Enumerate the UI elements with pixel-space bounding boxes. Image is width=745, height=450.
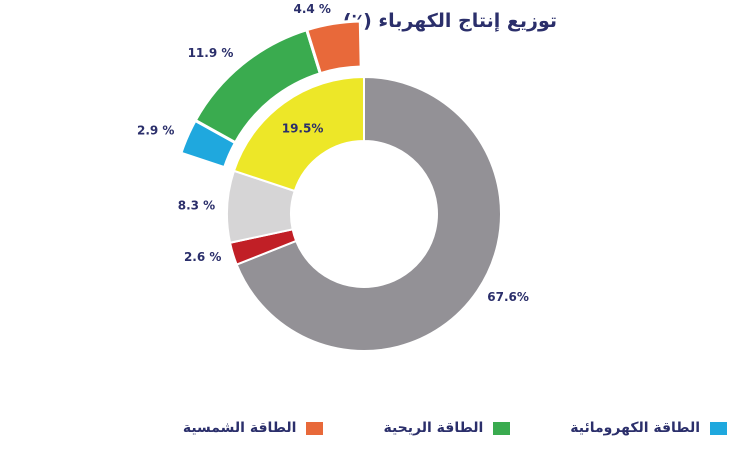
legend-item-wind: الطاقة الريحية	[383, 420, 511, 436]
legend-label-solar: الطاقة الشمسية	[182, 420, 297, 436]
data-label-2-6-: 2.6 %	[184, 250, 221, 264]
legend-swatch-wind	[493, 421, 511, 435]
legend-label-wind: الطاقة الريحية	[383, 420, 484, 436]
breakdown-slices	[178, 19, 363, 170]
legend: الطاقة الشمسية الطاقة الريحية الطاقة الك…	[183, 420, 727, 436]
data-label-8-3-: 8.3 %	[178, 198, 215, 212]
data-label-19-5-: 19.5%	[282, 121, 324, 135]
donut-slice-3	[232, 75, 365, 193]
legend-item-hydro: الطاقة الكهرومائية	[570, 420, 727, 436]
main-slices	[226, 75, 502, 352]
data-label-67-6-: 67.6%	[487, 290, 529, 304]
legend-label-hydro: الطاقة الكهرومائية	[570, 420, 700, 436]
slice-labels: 67.6% 2.6 % 8.3 % 19.5% 2.9 % 11.9 % 4.4 %	[137, 2, 529, 304]
data-label-11-9-: 11.9 %	[188, 46, 234, 60]
legend-swatch-hydro	[710, 421, 727, 435]
data-label-2-9-: 2.9 %	[137, 123, 174, 137]
data-label-4-4-: 4.4 %	[293, 2, 330, 16]
donut-slice-0	[235, 75, 502, 352]
breakdown-slice-2	[304, 19, 363, 76]
legend-swatch-solar	[306, 421, 324, 435]
chart-title: توزيع إنتاج الكهرباء (٪)	[342, 10, 557, 32]
legend-item-solar: الطاقة الشمسية	[183, 420, 324, 436]
